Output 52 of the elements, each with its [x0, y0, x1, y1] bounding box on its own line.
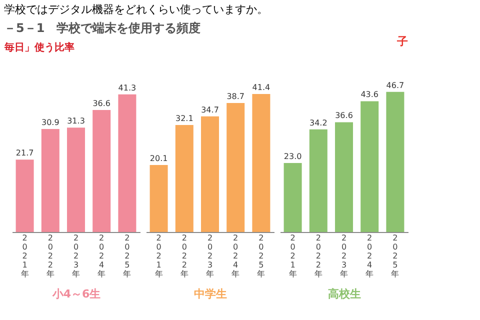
x-tick-label: 2024年	[232, 234, 240, 278]
x-tick-label: 2024年	[366, 234, 374, 278]
data-label: 41.4	[252, 83, 270, 92]
x-tick-label: 2022年	[314, 234, 322, 278]
data-label: 31.3	[67, 116, 85, 126]
bar	[92, 110, 111, 232]
y-axis-title: 毎日」使う比率	[4, 42, 74, 54]
bar	[252, 94, 270, 232]
x-tick-label: 2021年	[154, 234, 163, 278]
bar	[284, 163, 302, 232]
data-label: 43.6	[360, 90, 379, 100]
x-axis-title: 小4～6生	[51, 288, 101, 300]
x-tick-label: 2021年	[20, 234, 29, 278]
chart-title: 学校ではデジタル機器をどれくらい使っていますか。	[4, 3, 268, 16]
data-label: 36.6	[92, 99, 111, 108]
data-label: 21.7	[16, 148, 34, 158]
bar	[226, 103, 245, 232]
bar	[360, 101, 379, 232]
bar	[335, 122, 353, 232]
bar	[386, 92, 404, 232]
bar	[201, 116, 219, 232]
x-tick-label: 2021年	[288, 234, 297, 278]
data-label: 23.0	[284, 152, 302, 161]
data-label: 34.2	[309, 118, 328, 128]
data-label: 30.9	[41, 118, 60, 127]
data-label: 46.7	[386, 80, 404, 90]
x-tick-label: 2025年	[257, 234, 266, 278]
x-tick-label: 2023年	[206, 234, 214, 278]
bar	[16, 160, 34, 232]
bar	[309, 129, 328, 232]
x-tick-label: 2024年	[98, 234, 106, 278]
data-label: 36.6	[335, 111, 353, 120]
data-label: 34.7	[201, 105, 219, 114]
data-label: 41.3	[118, 83, 136, 92]
x-tick-label: 2025年	[123, 234, 132, 278]
text: 子	[396, 35, 408, 48]
x-tick-label: 2023年	[72, 234, 80, 278]
x-tick-label: 2022年	[180, 234, 188, 278]
x-tick-label: 2023年	[340, 234, 348, 278]
data-label: 32.1	[175, 114, 194, 123]
bar	[118, 94, 136, 232]
data-label: 38.7	[226, 92, 245, 101]
x-axis-title: 高校生	[328, 288, 361, 300]
data-label: 20.1	[150, 154, 168, 163]
bar	[175, 125, 194, 232]
chart-subtitle: －5－1 学校で端末を使用する頻度	[4, 21, 201, 35]
bar	[150, 165, 168, 232]
x-tick-label: 2025年	[391, 234, 400, 278]
x-tick-label: 2022年	[46, 234, 54, 278]
bar	[67, 128, 85, 232]
bar	[41, 129, 60, 232]
x-axis-title: 中学生	[194, 288, 227, 300]
